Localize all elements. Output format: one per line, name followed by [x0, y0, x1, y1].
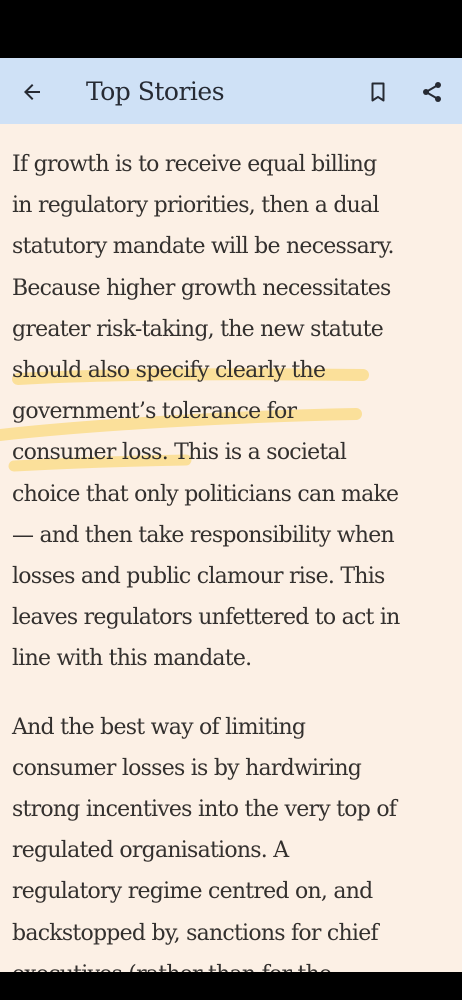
article-paragraph: And the best way of limiting consumer lo… [12, 707, 462, 972]
article-line: strong incentives into the very top of [12, 797, 397, 823]
share-button[interactable] [414, 74, 450, 110]
article-line: in regulatory priorities, then a dual [12, 193, 379, 219]
article-line: leaves regulators unfettered to act in [12, 605, 400, 631]
article-line: — and then take responsibility when [12, 522, 395, 548]
article-content[interactable]: If growth is to receive equal billing in… [0, 124, 462, 972]
article-body: If growth is to receive equal billing in… [12, 144, 462, 972]
share-icon [423, 82, 441, 102]
status-bar [0, 0, 462, 58]
article-line: backstopped by, sanctions for chief [12, 920, 379, 946]
article-line-highlighted: should also specify clearly the [12, 358, 326, 384]
page-title: Top Stories [86, 77, 225, 106]
article-line-highlighted: consumer loss. This is a societal [12, 440, 347, 466]
article-line: line with this mandate. [12, 646, 252, 672]
article-paragraph: If growth is to receive equal billing in… [12, 144, 462, 680]
bookmark-button[interactable] [360, 74, 396, 110]
article-line: regulatory regime centred on, and [12, 879, 373, 905]
article-line: Because higher growth necessitates [12, 275, 391, 301]
bookmark-outline-icon [371, 82, 385, 102]
article-line: losses and public clamour rise. This [12, 564, 385, 590]
article-line-highlighted: government’s tolerance for [12, 399, 297, 425]
navigation-bar [0, 972, 462, 1000]
arrow-left-icon [24, 84, 40, 100]
article-line: regulated organisations. A [12, 838, 289, 864]
article-line: executives (rather than for the [12, 954, 462, 972]
article-line: choice that only politicians can make [12, 481, 399, 507]
article-line: consumer losses is by hardwiring [12, 755, 362, 781]
app-bar: Top Stories [0, 58, 462, 124]
article-line: statutory mandate will be necessary. [12, 234, 395, 260]
article-line: If growth is to receive equal billing [12, 152, 377, 177]
back-button[interactable] [14, 74, 50, 110]
article-line: And the best way of limiting [12, 714, 306, 740]
article-line: greater risk-taking, the new statute [12, 316, 384, 342]
